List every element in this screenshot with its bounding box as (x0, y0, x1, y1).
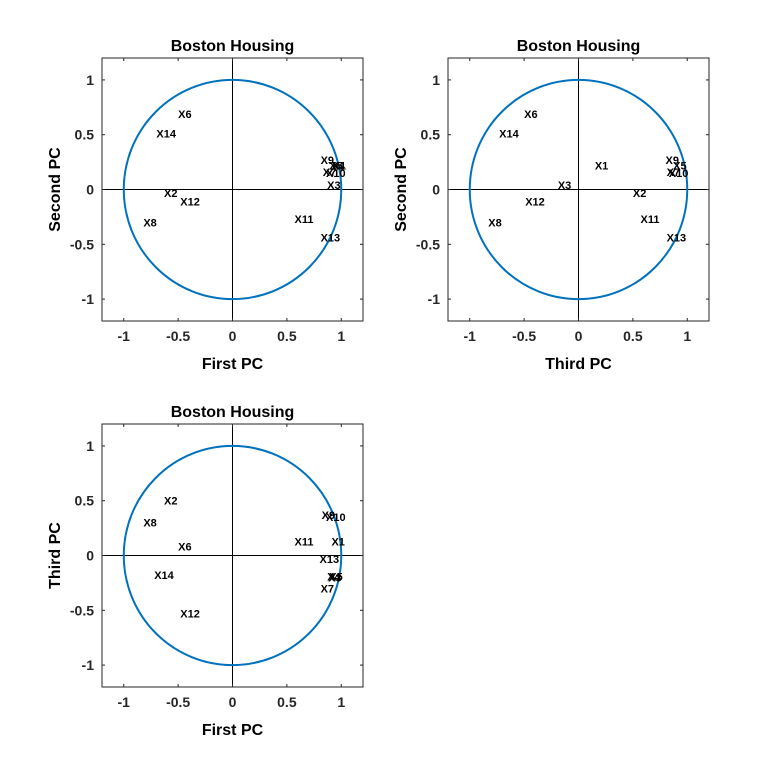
x-tick-label: -0.5 (166, 328, 190, 344)
point-label: X5 (329, 571, 342, 583)
x-tick-label: 1 (337, 328, 345, 344)
y-axis-label: Second PC (47, 147, 64, 232)
x-tick-label: 1 (683, 328, 691, 344)
point-label: X10 (326, 512, 346, 524)
point-label: X9 (666, 155, 679, 167)
x-tick-label: -1 (118, 328, 131, 344)
point-label: X9 (322, 510, 335, 522)
x-tick-label: 0 (229, 694, 237, 710)
point-label: X14 (499, 129, 519, 141)
x-tick-label: 0.5 (277, 694, 297, 710)
point-label: X9 (321, 155, 334, 167)
x-tick-label: 0 (575, 328, 583, 344)
x-axis-label: Third PC (545, 356, 612, 373)
point-label: X12 (525, 197, 545, 209)
y-tick-label: -1 (428, 291, 441, 307)
point-label: X2 (633, 188, 646, 200)
point-label: X7 (321, 583, 334, 595)
point-label: X4 (331, 160, 345, 172)
point-label: X1 (331, 536, 344, 548)
chart-title: Boston Housing (171, 404, 295, 421)
point-label: X13 (320, 554, 340, 566)
point-label: X12 (180, 609, 200, 621)
y-axis-label: Third PC (47, 522, 64, 589)
y-tick-label: 0 (86, 548, 94, 564)
x-tick-label: 0 (229, 328, 237, 344)
point-label: X10 (326, 168, 346, 180)
point-label: X7 (323, 167, 336, 179)
point-label: X2 (164, 188, 177, 200)
x-tick-label: 0.5 (277, 328, 297, 344)
chart-panel-3: -1 -0.5 0 0.5 1 -1 -0.5 0 0.5 1 Boston Housing Firs… (47, 404, 364, 739)
y-tick-label: 0.5 (421, 127, 441, 143)
y-axis-label: Second PC (393, 147, 410, 232)
y-tick-label: -1 (82, 291, 95, 307)
x-tick-label: -0.5 (166, 694, 190, 710)
x-tick-label: -0.5 (512, 328, 536, 344)
point-label: X8 (488, 217, 501, 229)
unit-circle (468, 78, 689, 301)
chart-panel-2: -1 -0.5 0 0.5 1 -1 -0.5 0 0.5 1 Boston Housing Thir… (393, 38, 710, 373)
point-label: X6 (178, 109, 191, 121)
chart-title: Boston Housing (171, 38, 295, 55)
point-label: X3 (327, 180, 340, 192)
y-tick-label: 0 (432, 182, 440, 198)
unit-circle (122, 444, 343, 667)
x-tick-label: 0.5 (623, 328, 643, 344)
y-tick-label: -0.5 (70, 236, 94, 252)
point-label: X6 (178, 542, 191, 554)
unit-circle (122, 78, 343, 301)
point-label: X1 (595, 160, 608, 172)
point-label: X4 (327, 571, 341, 583)
y-tick-label: 0.5 (75, 493, 95, 509)
point-label: X14 (154, 570, 174, 582)
point-label: X2 (164, 496, 177, 508)
point-label: X5 (329, 160, 342, 172)
y-tick-label: 1 (86, 72, 94, 88)
point-label: X11 (640, 214, 659, 226)
point-label: X3 (328, 572, 341, 584)
point-label: X6 (524, 109, 537, 121)
y-tick-label: -0.5 (70, 602, 94, 618)
point-label: X12 (180, 197, 200, 209)
point-label: X14 (156, 129, 176, 141)
point-label: X1 (333, 160, 346, 172)
chart-title: Boston Housing (517, 38, 641, 55)
y-tick-label: -0.5 (416, 236, 440, 252)
chart-panel-1: -1 -0.5 0 0.5 1 -1 -0.5 0 0.5 1 Boston Housing Firs… (47, 38, 364, 373)
y-tick-label: 0.5 (75, 127, 95, 143)
x-axis-label: First PC (202, 356, 264, 373)
x-tick-label: 1 (337, 694, 345, 710)
point-label: X13 (667, 233, 687, 245)
y-tick-label: 0 (86, 182, 94, 198)
y-tick-label: -1 (82, 657, 95, 673)
x-tick-label: -1 (464, 328, 477, 344)
point-label: X13 (321, 233, 341, 245)
y-tick-label: 1 (432, 72, 440, 88)
point-label: X11 (294, 536, 313, 548)
point-label: X11 (294, 214, 313, 226)
point-label: X3 (558, 180, 571, 192)
point-label: X7 (667, 167, 680, 179)
point-label: X8 (143, 217, 156, 229)
y-tick-label: 1 (86, 438, 94, 454)
x-axis-label: First PC (202, 722, 264, 739)
point-label: X8 (143, 518, 156, 530)
x-tick-label: -1 (118, 694, 131, 710)
point-label: X5 (673, 160, 686, 172)
point-label: X10 (669, 168, 689, 180)
